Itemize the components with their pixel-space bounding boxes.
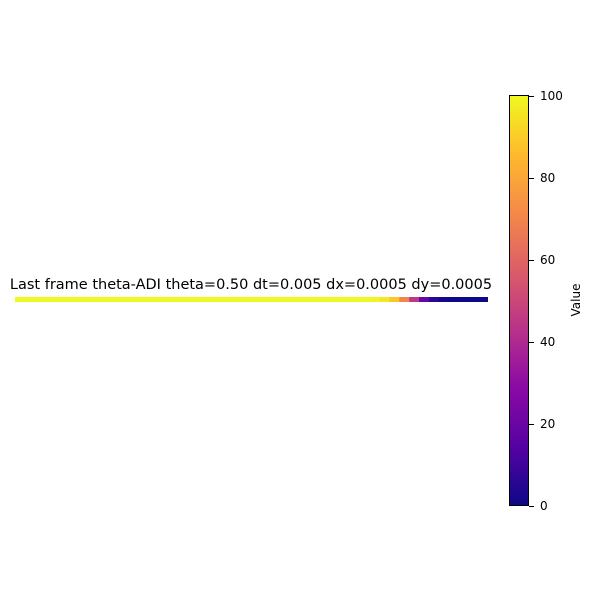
heatmap-cell — [74, 297, 85, 302]
colorbar-tick — [529, 259, 534, 261]
colorbar-gradient — [509, 95, 529, 506]
heatmap-cell — [310, 297, 322, 302]
heatmap-cell — [34, 297, 46, 302]
colorbar-tick-label: 100 — [540, 88, 563, 103]
heatmap-cell — [379, 297, 391, 302]
heatmap-cell — [64, 297, 75, 302]
heatmap-cell — [133, 297, 144, 302]
heatmap-cell — [261, 297, 272, 302]
heatmap-cell — [182, 297, 193, 302]
colorbar-frame — [509, 95, 529, 506]
colorbar-tick — [529, 341, 534, 343]
colorbar-tick-label: 20 — [540, 416, 556, 431]
heatmap-cell — [419, 297, 430, 302]
heatmap-cell — [172, 297, 184, 302]
colorbar-tick-label: 40 — [540, 334, 556, 349]
colorbar-tick-label: 60 — [540, 252, 556, 267]
heatmap-cell — [409, 297, 420, 302]
heatmap-cell — [399, 297, 410, 302]
colorbar-axis: 0 20 40 60 80 100 — [529, 89, 569, 513]
heatmap-cell — [113, 297, 124, 302]
heatmap-cell — [251, 297, 262, 302]
heatmap-cell — [281, 297, 292, 302]
heatmap-cell — [202, 297, 213, 302]
colorbar-tick-label: 0 — [540, 498, 548, 513]
heatmap-cell — [192, 297, 203, 302]
heatmap-cell — [103, 297, 115, 302]
heatmap-cell — [369, 297, 381, 302]
heatmap-cell — [428, 297, 440, 302]
heatmap-cell — [152, 297, 164, 302]
heatmap-cell — [44, 297, 56, 302]
heatmap-cell — [330, 297, 341, 302]
heatmap-cell — [212, 297, 223, 302]
heatmap-cell — [123, 297, 134, 302]
heatmap-cell — [24, 297, 36, 302]
colorbar-tick — [529, 423, 534, 425]
chart-title: Last frame theta-ADI theta=0.50 dt=0.005… — [0, 275, 515, 295]
heatmap-cell — [300, 297, 312, 302]
heatmap-cell — [15, 297, 26, 302]
heatmap-cell — [468, 297, 479, 302]
colorbar-label: Value — [569, 283, 583, 317]
heatmap-cell — [271, 297, 282, 302]
heatmap-cell — [320, 297, 331, 302]
heatmap-cell — [162, 297, 174, 302]
heatmap-cell — [93, 297, 105, 302]
heatmap-cell — [290, 297, 302, 302]
heatmap-cell — [478, 297, 488, 302]
heatmap-cell — [221, 297, 233, 302]
colorbar-tick — [529, 505, 534, 507]
heatmap-cell — [389, 297, 400, 302]
heatmap-cell — [54, 297, 65, 302]
heatmap-cell — [241, 297, 253, 302]
heatmap-cell — [359, 297, 371, 302]
heatmap-cell — [143, 297, 154, 302]
heatmap-cell — [231, 297, 243, 302]
heatmap-cell — [350, 297, 361, 302]
colorbar-tick-label: 80 — [540, 170, 556, 185]
heatmap-cell — [438, 297, 450, 302]
heatmap-strip — [15, 297, 488, 302]
colorbar-tick — [529, 177, 534, 179]
heatmap-cell — [83, 297, 95, 302]
chart-title-text: Last frame theta-ADI theta=0.50 dt=0.005… — [9, 277, 493, 293]
heatmap-cell — [458, 297, 469, 302]
heatmap-cell — [340, 297, 351, 302]
colorbar-tick — [529, 95, 534, 97]
heatmap-cell — [448, 297, 460, 302]
colorbar — [509, 95, 529, 506]
